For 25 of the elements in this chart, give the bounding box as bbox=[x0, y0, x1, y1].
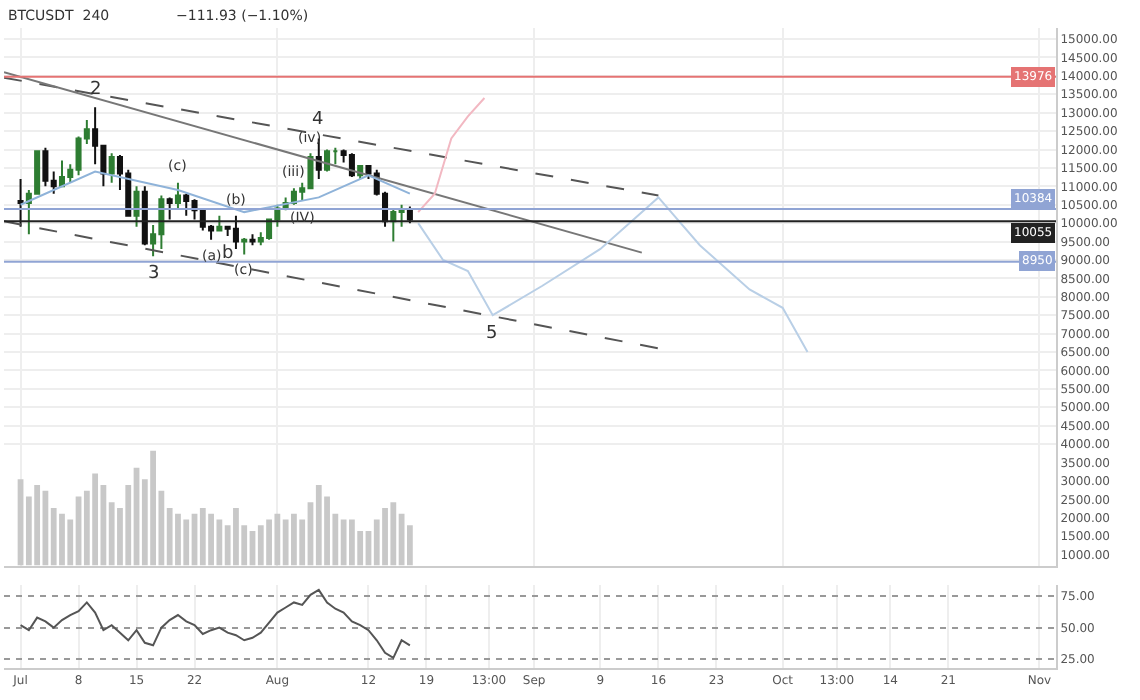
candlestick bbox=[141, 185, 148, 247]
line-series bbox=[417, 196, 809, 354]
candlestick bbox=[249, 233, 256, 247]
candlestick bbox=[390, 207, 397, 243]
candlestick bbox=[241, 236, 248, 256]
annotation: 3 bbox=[148, 264, 160, 284]
annotation: 4 bbox=[312, 110, 324, 130]
candlestick bbox=[324, 148, 331, 173]
candlestick bbox=[216, 214, 223, 232]
candlestick bbox=[42, 146, 49, 188]
candlestick bbox=[174, 181, 181, 210]
candlestick bbox=[133, 185, 140, 228]
candlestick bbox=[166, 196, 173, 221]
candlestick bbox=[108, 152, 115, 184]
annotation: b bbox=[222, 244, 234, 264]
candlestick bbox=[58, 159, 66, 188]
line-series bbox=[417, 96, 486, 214]
candlestick bbox=[17, 177, 24, 228]
candlestick bbox=[158, 194, 165, 250]
annotation: 5 bbox=[486, 324, 498, 344]
candlestick bbox=[183, 192, 190, 217]
candlestick bbox=[232, 214, 239, 250]
line-series bbox=[19, 588, 411, 659]
annotation: 2 bbox=[90, 80, 102, 100]
candlestick bbox=[332, 146, 339, 166]
